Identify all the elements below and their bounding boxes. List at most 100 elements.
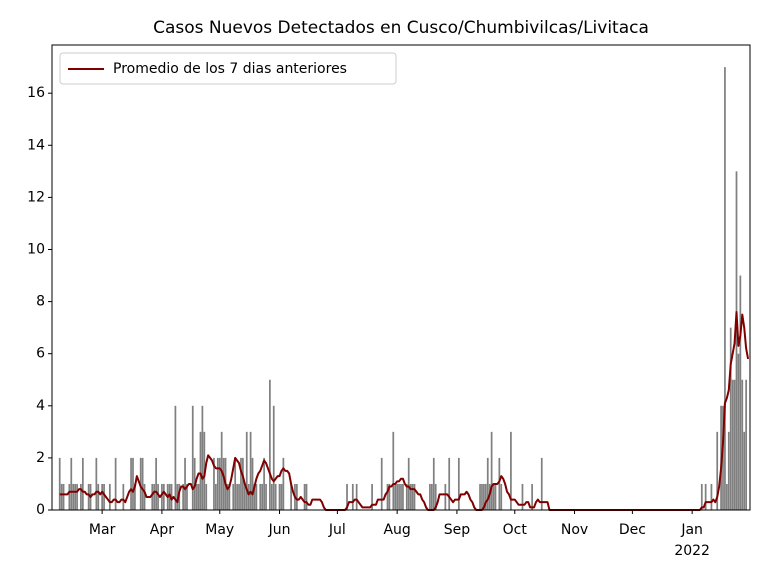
bar [62,483,65,510]
bar [444,483,447,510]
bar [108,483,111,510]
bar [269,379,271,510]
bar [247,483,250,510]
bar [261,483,264,510]
bar [58,457,61,510]
bar [486,457,489,510]
y-tick-label: 12 [27,189,45,205]
bar [540,457,543,510]
bar [351,483,354,510]
bar [87,483,90,510]
x-tick-label: May [205,522,234,538]
bar [483,483,485,510]
bar [272,405,275,510]
bar [240,457,242,510]
bar [213,457,215,510]
bar [700,483,703,510]
legend-box [59,52,397,85]
x-tick-label: Dec [619,522,646,538]
bar [290,483,292,510]
bar [201,405,204,510]
bar [238,483,240,510]
bar [716,431,719,510]
x-tick-label: Apr [150,522,174,538]
bar [484,483,487,510]
bar [388,483,391,510]
bar [141,457,144,510]
bar [727,431,730,510]
bar [735,171,738,510]
bar [280,483,283,510]
bar [434,483,437,510]
bar [236,483,238,510]
bar [130,457,132,510]
bar [490,431,493,510]
bar [498,457,501,510]
x-tick-label: Jan [680,522,703,538]
y-tick-label: 2 [36,450,45,466]
bar [70,457,73,510]
bar [259,483,262,510]
bar [303,483,306,510]
bar [76,483,78,510]
bar [531,483,533,510]
bar [398,483,400,510]
bar [407,457,410,510]
y-tick-label: 6 [36,346,45,362]
y-tick-label: 8 [36,294,45,310]
bar [494,483,497,510]
bar [521,483,524,510]
bar [132,457,134,510]
legend-label: Promedio de los 7 dias anteriores [113,61,347,77]
x-tick-label: Jul [328,522,346,538]
bar [242,457,244,510]
bar [396,483,399,510]
x-tick-label: Sep [444,522,471,538]
bar [737,353,740,510]
bar [80,483,82,510]
bar [265,483,267,510]
bar [400,483,402,510]
bar [402,483,404,510]
y-tick-label: 14 [27,137,45,153]
bar [722,405,724,510]
bar [270,483,273,510]
bar [197,483,200,510]
bar [405,483,408,510]
x-tick-label: Jun [268,522,291,538]
bar [151,483,154,510]
bar [81,457,84,510]
bar [251,457,254,510]
bar [355,483,358,510]
bar [500,483,503,510]
bar [222,457,225,510]
bar [724,67,726,511]
bar [162,483,165,510]
bar [457,457,460,510]
x-offset-label: 2022 [674,543,710,559]
bar [114,457,117,510]
bar [282,457,285,510]
bar [205,483,208,510]
bar [103,483,105,510]
chart-title: Casos Nuevos Detectados en Cusco/Chumbiv… [153,18,649,38]
bar [481,483,483,510]
bar [710,483,713,510]
bar [122,483,125,510]
bar [157,483,159,510]
bar [409,483,412,510]
bar [731,379,734,510]
bar [411,483,414,510]
bar [380,457,383,510]
y-tick-label: 16 [27,85,45,101]
bar [226,483,229,510]
bar [249,431,252,510]
bar [199,431,202,510]
bar [253,483,256,510]
bar [394,483,397,510]
bar [432,457,435,510]
bar [243,483,246,510]
bar [143,483,146,510]
bar [278,483,281,510]
